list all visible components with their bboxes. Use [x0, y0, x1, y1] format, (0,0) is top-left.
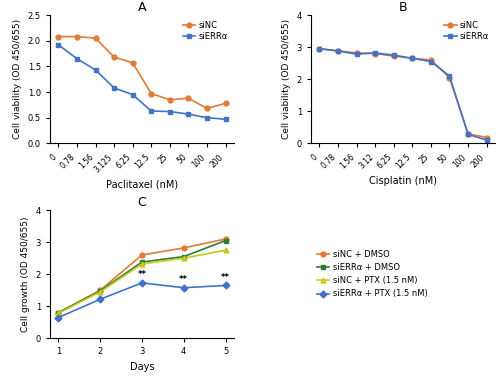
Line: siNC: siNC — [56, 34, 228, 111]
siERRα — [204, 115, 210, 120]
siERRα + PTX (1.5 nM) — [222, 283, 228, 288]
siERRα + DMSO — [97, 289, 103, 293]
siNC — [410, 56, 416, 61]
Title: B: B — [398, 1, 407, 14]
Legend: siNC, siERRα: siNC, siERRα — [182, 19, 230, 43]
Line: siERRα + PTX (1.5 nM): siERRα + PTX (1.5 nM) — [56, 280, 228, 320]
Line: siERRα + DMSO: siERRα + DMSO — [56, 238, 228, 315]
Title: C: C — [138, 196, 146, 209]
siERRα + PTX (1.5 nM) — [139, 280, 145, 285]
siERRα — [130, 92, 136, 97]
siERRα — [56, 42, 62, 47]
Line: siNC + DMSO: siNC + DMSO — [56, 237, 228, 315]
siERRα — [148, 109, 154, 113]
Line: siNC + PTX (1.5 nM): siNC + PTX (1.5 nM) — [56, 248, 228, 316]
X-axis label: Paclitaxel (nM): Paclitaxel (nM) — [106, 180, 178, 190]
siERRα + DMSO — [180, 254, 186, 259]
Title: A: A — [138, 1, 146, 14]
siERRα — [484, 138, 490, 143]
siNC + DMSO — [222, 237, 228, 241]
Line: siERRα: siERRα — [56, 42, 228, 122]
siNC — [130, 61, 136, 65]
siERRα + PTX (1.5 nM) — [180, 285, 186, 290]
siERRα + DMSO — [222, 238, 228, 243]
siNC — [92, 36, 98, 40]
siNC + PTX (1.5 nM) — [56, 311, 62, 315]
siNC — [316, 47, 322, 51]
siNC — [335, 49, 341, 53]
siERRα + DMSO — [139, 260, 145, 264]
siERRα — [167, 109, 173, 114]
siNC — [484, 135, 490, 140]
siERRα — [465, 132, 471, 136]
siNC — [186, 96, 192, 100]
siNC — [428, 58, 434, 62]
siNC + DMSO — [180, 246, 186, 250]
Text: **: ** — [221, 273, 230, 282]
siNC — [465, 132, 471, 136]
siERRα — [111, 86, 117, 90]
siNC + PTX (1.5 nM) — [180, 256, 186, 261]
Line: siERRα: siERRα — [317, 46, 489, 143]
siERRα — [391, 53, 397, 58]
siERRα — [186, 112, 192, 116]
siERRα — [74, 56, 80, 61]
Y-axis label: Cell growth (OD 450/655): Cell growth (OD 450/655) — [21, 217, 30, 332]
siNC — [446, 75, 452, 80]
siERRα — [410, 56, 416, 61]
siERRα — [92, 68, 98, 72]
siERRα + PTX (1.5 nM) — [97, 297, 103, 302]
Legend: siNC, siERRα: siNC, siERRα — [442, 19, 491, 43]
siERRα — [372, 51, 378, 55]
Text: **: ** — [138, 270, 146, 279]
siNC — [74, 34, 80, 39]
siNC — [204, 106, 210, 111]
siERRα — [335, 49, 341, 53]
siERRα — [428, 59, 434, 64]
Y-axis label: Cell viability (OD 450/655): Cell viability (OD 450/655) — [14, 19, 22, 139]
siNC + DMSO — [97, 288, 103, 293]
siERRα — [446, 74, 452, 78]
siERRα + DMSO — [56, 311, 62, 315]
Text: **: ** — [179, 275, 188, 284]
Line: siNC: siNC — [317, 46, 489, 140]
siNC — [354, 51, 360, 55]
siNC + DMSO — [139, 253, 145, 257]
siNC — [111, 55, 117, 59]
Legend: siNC + DMSO, siERRα + DMSO, siNC + PTX (1.5 nM), siERRα + PTX (1.5 nM): siNC + DMSO, siERRα + DMSO, siNC + PTX (… — [316, 248, 429, 300]
siNC — [222, 101, 228, 106]
X-axis label: Days: Days — [130, 362, 154, 372]
siNC + PTX (1.5 nM) — [97, 290, 103, 294]
X-axis label: Cisplatin (nM): Cisplatin (nM) — [369, 176, 437, 186]
siNC — [391, 54, 397, 58]
siNC + PTX (1.5 nM) — [139, 262, 145, 266]
siNC + DMSO — [56, 311, 62, 315]
siERRα — [222, 117, 228, 121]
siERRα — [354, 52, 360, 56]
siERRα — [316, 47, 322, 51]
siERRα + PTX (1.5 nM) — [56, 315, 62, 320]
Y-axis label: Cell viability (OD 450/655): Cell viability (OD 450/655) — [282, 19, 291, 139]
siNC — [148, 91, 154, 96]
siNC — [167, 97, 173, 102]
siNC — [372, 51, 378, 56]
siNC + PTX (1.5 nM) — [222, 248, 228, 252]
siNC — [56, 34, 62, 39]
